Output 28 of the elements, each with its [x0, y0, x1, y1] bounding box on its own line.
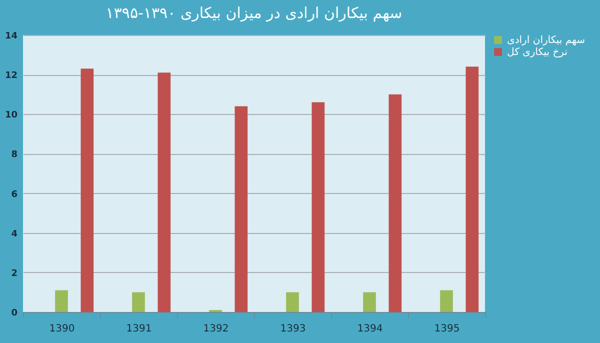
bar: [466, 66, 479, 312]
legend-label: نرخ بیکاری کل: [507, 47, 568, 58]
bar: [363, 292, 376, 312]
x-tick-label: 1392: [203, 324, 229, 334]
bar: [286, 292, 299, 312]
y-tick-label: 14: [4, 32, 18, 42]
x-tick-label: 1391: [126, 324, 152, 334]
bar: [440, 290, 453, 312]
y-tick-label: 2: [11, 268, 18, 279]
bar: [132, 292, 145, 312]
y-tick-label: 6: [11, 190, 18, 200]
y-tick-label: 12: [4, 71, 18, 82]
y-tick-label: 8: [11, 150, 18, 160]
bar: [55, 290, 68, 312]
y-tick-label: 0: [11, 308, 18, 318]
x-tick-label: 1394: [357, 324, 383, 334]
x-tick-label: 1395: [434, 324, 460, 334]
bar: [80, 68, 94, 312]
bar: [312, 102, 325, 312]
y-tick-label: 4: [11, 229, 18, 240]
legend-label: سهم بیکاران ارادی: [507, 35, 585, 46]
y-tick-label: 10: [4, 110, 18, 121]
chart-title: سهم بیکاران ارادی در میزان بیکاری ۱۳۹۰-۱۳۹۵: [106, 4, 402, 22]
bar: [234, 106, 248, 312]
x-tick-label: 1393: [280, 324, 306, 334]
bar: [388, 94, 402, 312]
bar: [158, 72, 171, 312]
x-tick-label: 1390: [49, 324, 75, 334]
